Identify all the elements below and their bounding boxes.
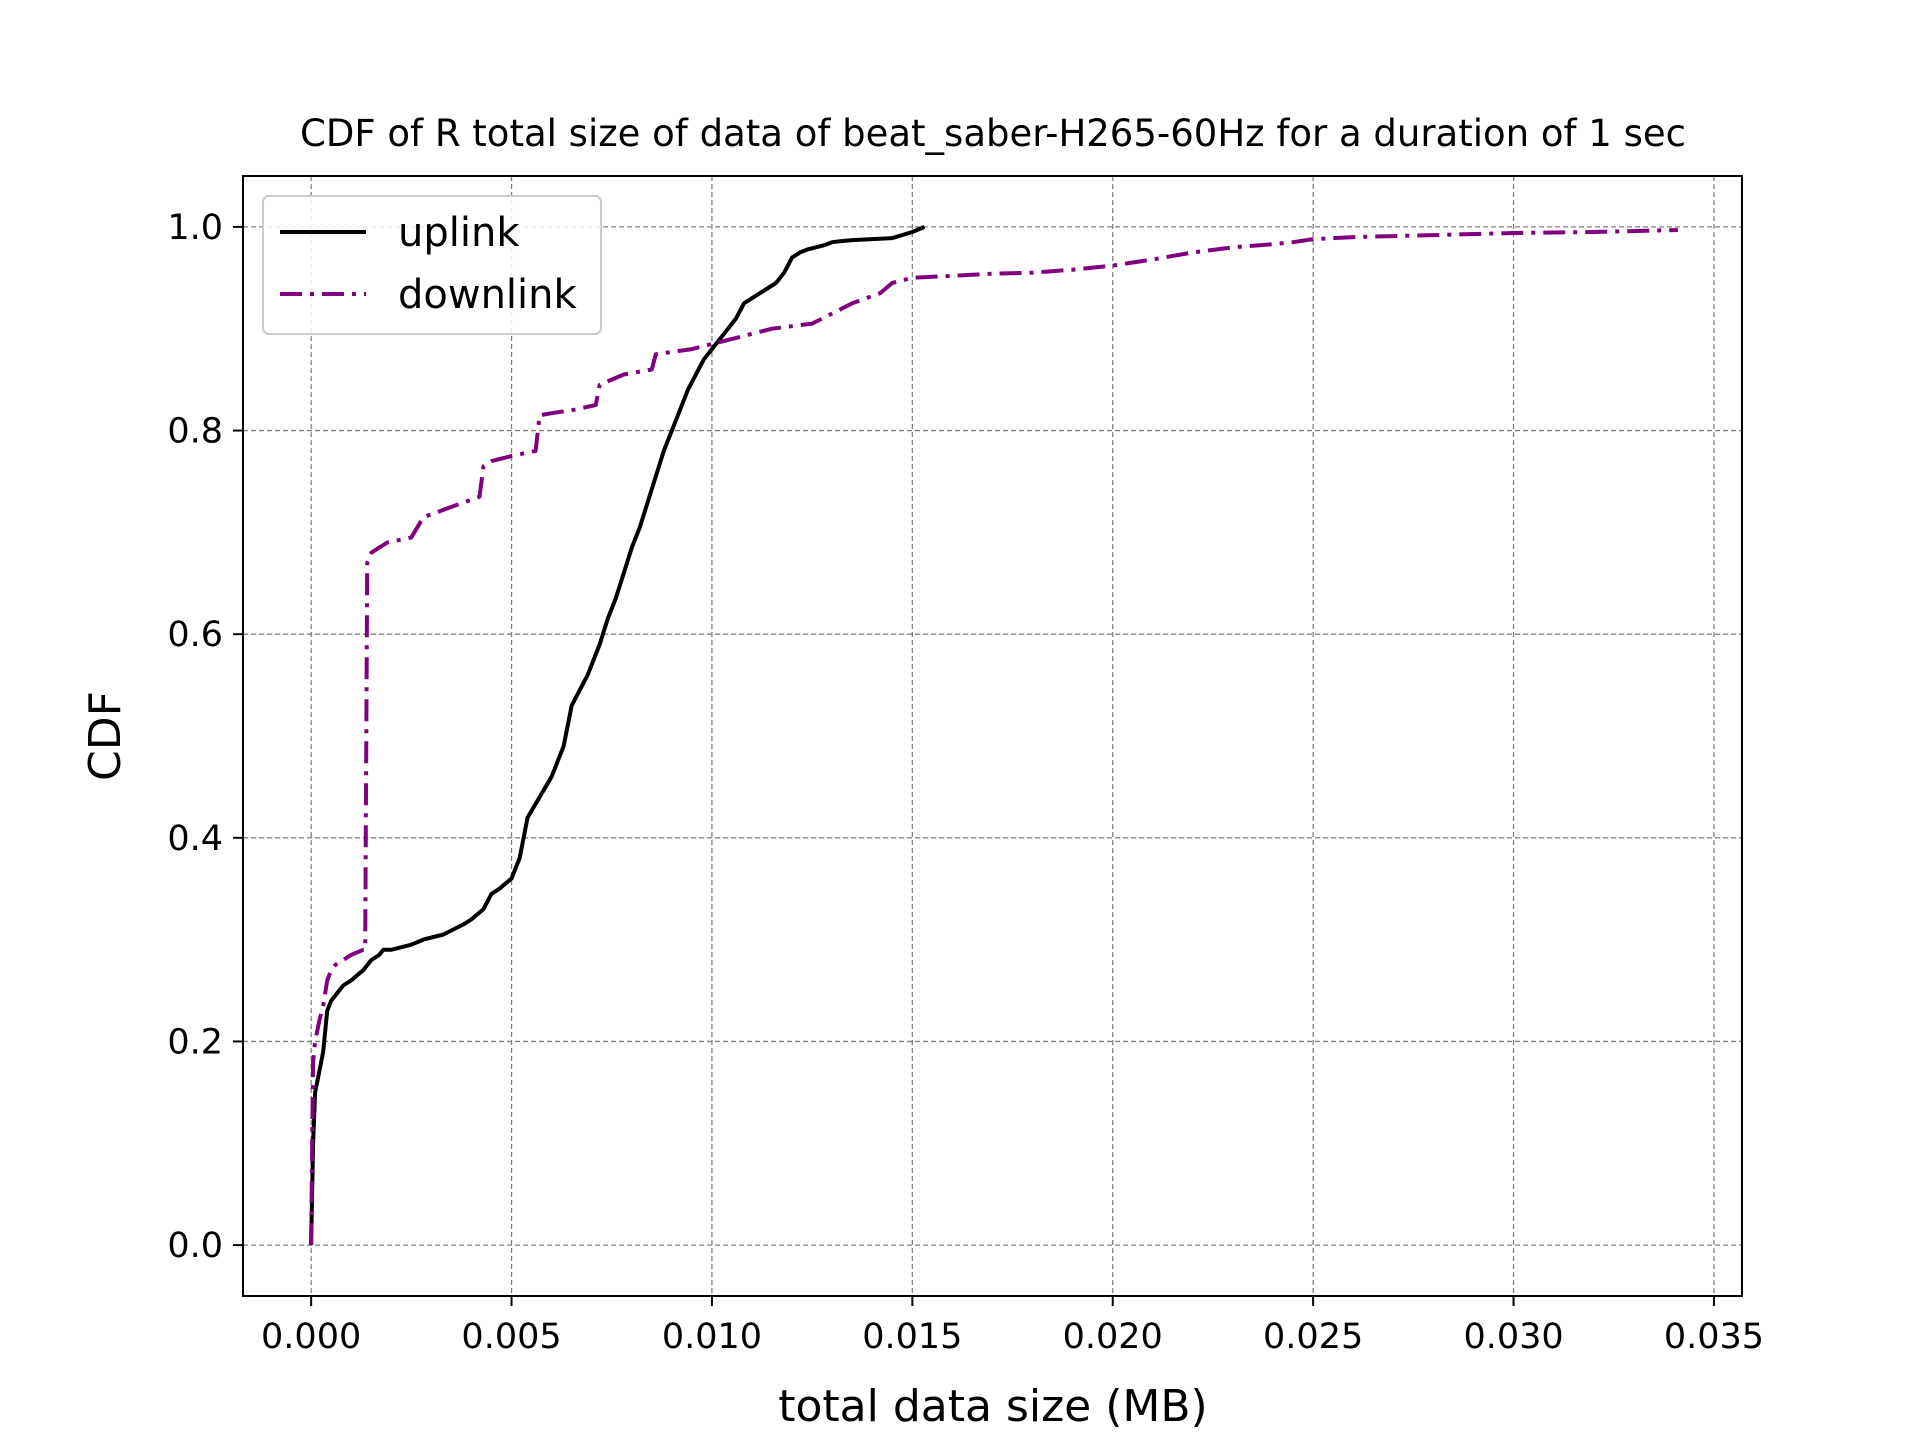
- series-uplink-line: [309, 225, 926, 1246]
- x-axis-label: total data size (MB): [778, 1381, 1207, 1432]
- y-tick-label: 0.6: [167, 615, 223, 655]
- x-tick-label: 0.030: [1463, 1317, 1563, 1357]
- x-tick-label: 0.005: [461, 1317, 561, 1357]
- x-tick-label: 0.035: [1664, 1317, 1764, 1357]
- x-tick-label: 0.025: [1263, 1317, 1363, 1357]
- plot-area-frame: [242, 175, 1743, 1297]
- x-tick-label: 0.015: [862, 1317, 962, 1357]
- y-axis-label: CDF: [80, 691, 131, 781]
- grid-lines: [243, 176, 1742, 1296]
- y-tick-label: 0.4: [167, 819, 223, 859]
- legend-uplink-label: uplink: [398, 210, 520, 256]
- y-axis-ticks: 0.0 0.2 0.4 0.6 0.8 1.0: [167, 208, 243, 1266]
- x-tick-label: 0.010: [662, 1317, 762, 1357]
- x-tick-label: 0.000: [261, 1317, 361, 1357]
- y-tick-label: 1.0: [167, 208, 223, 248]
- x-axis-ticks: 0.000 0.005 0.010 0.015 0.020 0.025 0.030 0.035: [261, 1296, 1764, 1357]
- legend: uplink downlink: [262, 195, 602, 335]
- y-tick-label: 0.8: [167, 412, 223, 452]
- x-tick-label: 0.020: [1063, 1317, 1163, 1357]
- y-tick-label: 0.0: [167, 1226, 223, 1266]
- legend-downlink-label: downlink: [398, 272, 578, 318]
- series-lines: [309, 225, 1678, 1246]
- chart-title: CDF of R total size of data of beat_sabe…: [300, 112, 1686, 155]
- series-downlink-line: [309, 228, 1678, 1246]
- y-tick-label: 0.2: [167, 1022, 223, 1062]
